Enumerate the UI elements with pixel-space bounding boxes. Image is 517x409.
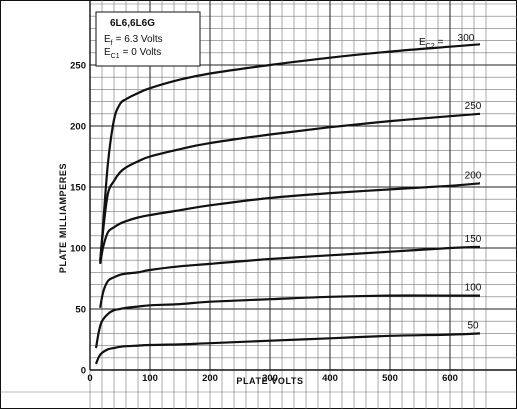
x-tick-label: 500 (382, 373, 398, 384)
curve-ec2-200 (99, 182, 481, 265)
y-tick-label: 250 (70, 61, 86, 72)
curve-ec2-100 (94, 294, 480, 349)
curve-ec2-300 (99, 43, 481, 263)
curve-label-50: 50 (467, 320, 479, 331)
y-tick-label: 100 (70, 244, 86, 255)
curve-label-150: 150 (465, 234, 482, 245)
major-grid (90, 0, 517, 370)
x-tick-label: 100 (142, 373, 158, 384)
x-tick-labels: 0 100 200 300 400 500 600 (87, 373, 458, 384)
x-tick-label: 400 (322, 373, 338, 384)
tube-title: 6L6,6L6G (110, 18, 155, 29)
curve-ec2-150 (99, 245, 481, 309)
curve-label-300: 300 (458, 33, 475, 44)
y-tick-label: 150 (70, 183, 86, 194)
curve-labels: 300 250 200 150 100 50 (458, 33, 482, 331)
curve-ec2-50 (94, 332, 481, 365)
curve-label-250: 250 (465, 101, 482, 112)
y-tick-label: 200 (70, 122, 86, 133)
curves (94, 43, 481, 365)
curve-label-200: 200 (465, 170, 482, 181)
ef-condition: Ef = 6.3 Volts (104, 34, 163, 47)
x-axis-title: PLATE VOLTS (236, 376, 303, 386)
conditions-box: 6L6,6L6G Ef = 6.3 Volts EC1 = 0 Volts (95, 11, 201, 67)
y-tick-label: 0 (81, 366, 86, 377)
x-tick-label: 600 (442, 373, 458, 384)
x-tick-label: 0 (87, 373, 92, 384)
x-tick-label: 200 (202, 373, 218, 384)
y-axis-title: PLATE MILLIAMPERES (58, 163, 68, 273)
x-tick-label: 300 (262, 373, 278, 384)
curve-ec2-250 (99, 112, 481, 261)
y-tick-label: 50 (75, 305, 86, 316)
y-tick-labels: 0 50 100 150 200 250 (70, 61, 86, 377)
ec1-condition: EC1 = 0 Volts (104, 47, 161, 60)
curve-label-100: 100 (465, 283, 482, 294)
ec2-parameter-label: EC2 = (419, 37, 444, 50)
